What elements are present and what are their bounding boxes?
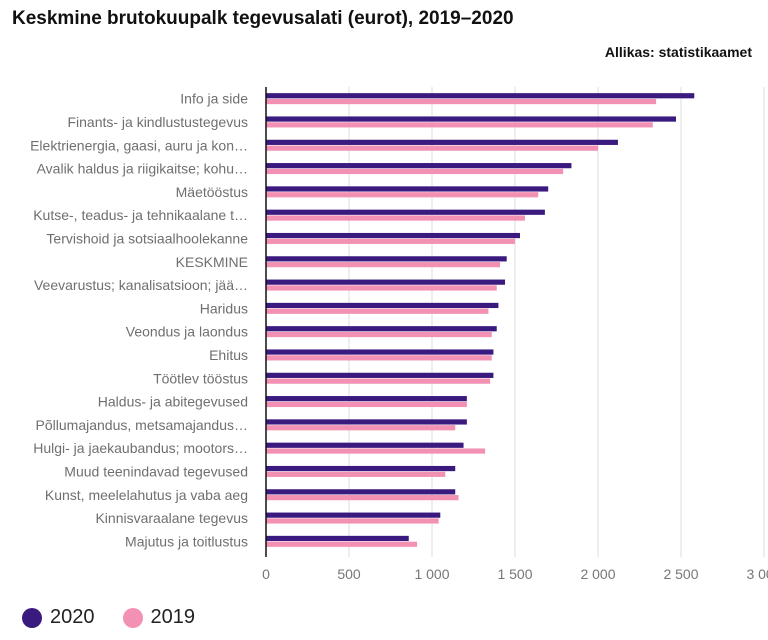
category-label: Põllumajandus, metsamajandus… xyxy=(36,417,248,433)
category-label: Majutus ja toitlustus xyxy=(125,533,248,549)
bar-2019[interactable] xyxy=(266,168,564,175)
bar-2019[interactable] xyxy=(266,425,456,431)
category-label: Finants- ja kindlustustegevus xyxy=(67,114,248,130)
legend-swatch-2020 xyxy=(22,607,42,628)
bar-2019[interactable] xyxy=(266,331,492,338)
bar-2019[interactable] xyxy=(266,308,489,314)
legend-label-2019: 2019 xyxy=(150,606,196,628)
source-label: Allikas: statistikaamet xyxy=(604,44,752,60)
category-label: Kutse-, teadus- ja tehnikaalane t… xyxy=(33,207,248,223)
legend-label-2020: 2020 xyxy=(50,606,95,628)
bar-chart: Info ja side Finants- ja kindlustustegevu… xyxy=(30,87,768,582)
x-tick-label: 1 000 xyxy=(414,566,449,582)
category-label: Mäetööstus xyxy=(176,184,248,200)
bar-2020[interactable] xyxy=(266,442,464,448)
bar-2019[interactable] xyxy=(266,98,657,105)
bar-2020[interactable] xyxy=(266,186,549,192)
category-labels: Info ja side Finants- ja kindlustustegevu… xyxy=(30,91,248,550)
bars xyxy=(266,93,695,547)
bar-2020[interactable] xyxy=(266,326,497,332)
bar-2020[interactable] xyxy=(266,163,572,169)
legend-swatch-2019 xyxy=(122,607,143,628)
category-label: Veondus ja laondus xyxy=(126,324,248,340)
bar-2019[interactable] xyxy=(266,355,492,361)
grid-lines xyxy=(348,87,765,557)
bar-2019[interactable] xyxy=(266,122,653,128)
x-tick-labels: 0 500 1 000 1 500 2 000 2 500 3 000 xyxy=(262,566,768,582)
legend-item-2019[interactable]: 2019 xyxy=(122,606,196,629)
bar-2019[interactable] xyxy=(266,145,598,151)
bar-2019[interactable] xyxy=(266,448,486,454)
category-label: Hulgi- ja jaekaubandus; mootors… xyxy=(33,440,248,456)
category-label: Töötlev tööstus xyxy=(153,370,248,386)
category-label: Avalik haldus ja riigikaitse; kohu… xyxy=(37,161,248,177)
x-tick-label: 2 500 xyxy=(663,566,698,582)
bar-2019[interactable] xyxy=(266,518,439,524)
category-label: Haldus- ja abitegevused xyxy=(98,394,248,410)
category-label: Kinnisvaraalane tegevus xyxy=(95,510,248,526)
x-tick-label: 500 xyxy=(337,566,361,582)
bar-2019[interactable] xyxy=(266,401,467,408)
category-label: Elektrienergia, gaasi, auru ja kon… xyxy=(30,137,248,153)
bar-2019[interactable] xyxy=(266,238,515,244)
bar-2019[interactable] xyxy=(266,285,497,291)
category-label: Haridus xyxy=(200,300,248,316)
x-tick-label: 0 xyxy=(262,566,270,582)
bar-2020[interactable] xyxy=(266,465,456,472)
category-label: Ehitus xyxy=(209,347,248,363)
bar-2019[interactable] xyxy=(266,262,501,268)
bar-2020[interactable] xyxy=(266,535,409,542)
bar-2020[interactable] xyxy=(266,209,545,215)
category-label: KESKMINE xyxy=(176,254,248,270)
x-tick-label: 2 000 xyxy=(580,566,615,582)
bar-2019[interactable] xyxy=(266,471,446,477)
x-tick-label: 1 500 xyxy=(497,566,532,582)
x-tick-label: 3 000 xyxy=(746,566,768,582)
bar-2020[interactable] xyxy=(266,279,506,285)
bar-2019[interactable] xyxy=(266,495,459,501)
bar-2019[interactable] xyxy=(266,541,418,547)
category-label: Tervishoid ja sotsiaalhoolekanne xyxy=(46,230,248,246)
bar-2020[interactable] xyxy=(266,302,499,309)
bar-2019[interactable] xyxy=(266,215,525,221)
legend-item-2020[interactable]: 2020 xyxy=(22,606,95,629)
category-label: Veevarustus; kanalisatsioon; jää… xyxy=(34,277,248,293)
bar-2020[interactable] xyxy=(266,349,494,355)
category-label: Kunst, meelelahutus ja vaba aeg xyxy=(45,487,248,503)
category-label: Muud teenindavad tegevused xyxy=(64,463,248,479)
bar-2020[interactable] xyxy=(266,396,467,402)
bar-2020[interactable] xyxy=(266,489,456,495)
chart-title: Keskmine brutokuupalk tegevusalati (euro… xyxy=(12,8,514,29)
bar-2020[interactable] xyxy=(266,256,507,262)
bar-2020[interactable] xyxy=(266,232,520,239)
bar-2020[interactable] xyxy=(266,139,618,145)
bar-2019[interactable] xyxy=(266,378,491,384)
bar-2019[interactable] xyxy=(266,192,539,198)
category-label: Info ja side xyxy=(180,91,248,107)
bar-2020[interactable] xyxy=(266,419,467,425)
bar-2020[interactable] xyxy=(266,93,695,99)
legend: 2020 2019 xyxy=(22,606,223,629)
bar-2020[interactable] xyxy=(266,116,677,122)
bar-2020[interactable] xyxy=(266,512,441,518)
bar-2020[interactable] xyxy=(266,372,494,378)
